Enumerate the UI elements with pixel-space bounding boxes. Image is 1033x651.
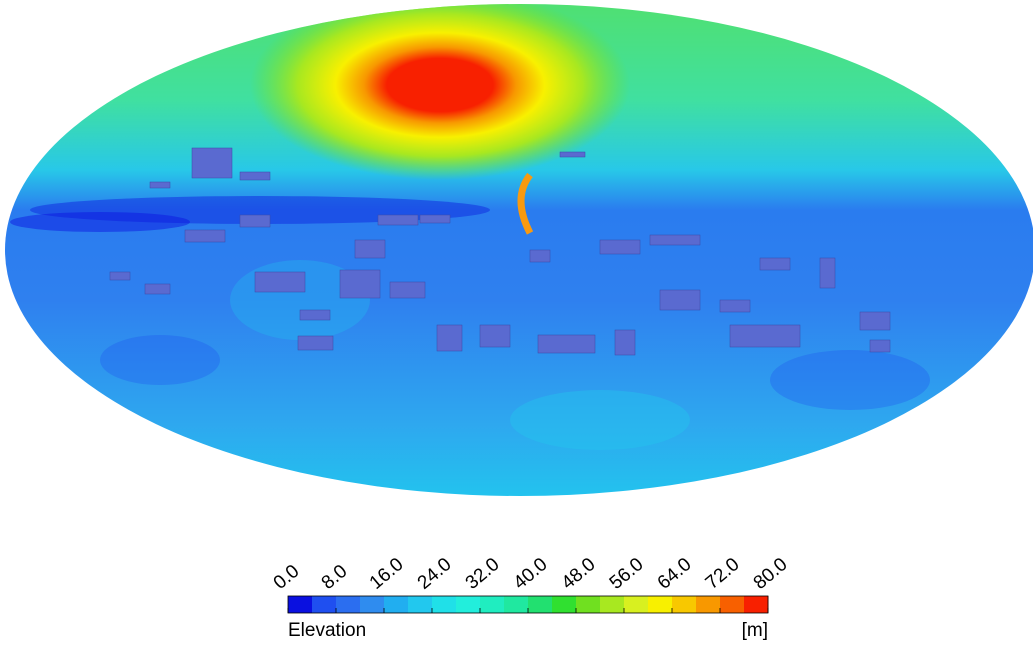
colorbar-segment <box>648 596 673 613</box>
tick-label: 16.0 <box>366 554 408 594</box>
tick-label: 24.0 <box>414 554 456 594</box>
colorbar-segment <box>528 596 553 613</box>
colorbar-segment <box>744 596 769 613</box>
colorbar-segment <box>360 596 385 613</box>
colorbar-segment <box>624 596 649 613</box>
colorbar-segment <box>600 596 625 613</box>
colorbar-segment <box>720 596 745 613</box>
colorbar-segment <box>432 596 457 613</box>
colorbar-segment <box>384 596 409 613</box>
colorbar-segment <box>672 596 697 613</box>
tick-label: 80.0 <box>750 554 792 594</box>
tick-label: 0.0 <box>270 561 304 594</box>
tick-label: 72.0 <box>702 554 744 594</box>
colorbar-segment <box>552 596 577 613</box>
tick-label: 32.0 <box>462 554 504 594</box>
colorbar-segment <box>336 596 361 613</box>
tick-label: 40.0 <box>510 554 552 594</box>
tick-label: 8.0 <box>318 561 352 594</box>
colorbar-label: Elevation <box>288 620 366 641</box>
tick-label: 64.0 <box>654 554 696 594</box>
colorbar-segment <box>504 596 529 613</box>
scene: 0.0 8.0 16.024.032.040.048.056.064.072.080… <box>0 0 1033 651</box>
colorbar-segment <box>456 596 481 613</box>
tick-label: 56.0 <box>606 554 648 594</box>
colorbar-segment <box>288 596 313 613</box>
colorbar-segment <box>312 596 337 613</box>
tick-label: 48.0 <box>558 554 600 594</box>
colorbar-unit: [m] <box>742 620 768 641</box>
colorbar-segment <box>696 596 721 613</box>
terrain <box>0 0 1033 500</box>
colorbar-segment <box>408 596 433 613</box>
colorbar-segment <box>576 596 601 613</box>
colorbar-segment <box>480 596 505 613</box>
